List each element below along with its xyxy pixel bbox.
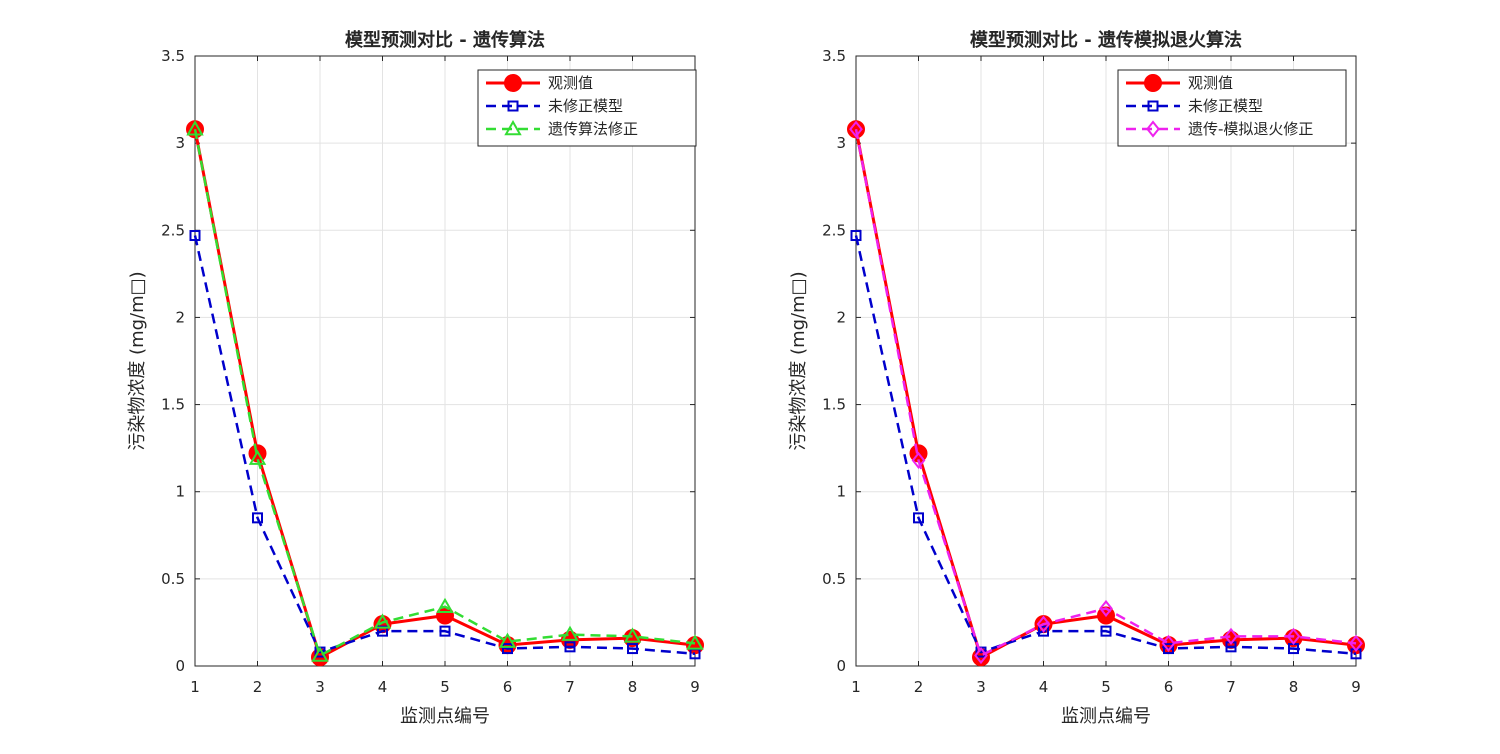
data-point bbox=[913, 512, 924, 524]
y-axis-label: 污染物浓度 (mg/m□) bbox=[127, 271, 148, 450]
y-tick-label: 3 bbox=[175, 134, 185, 152]
legend-marker bbox=[1147, 100, 1159, 112]
data-point bbox=[189, 230, 201, 242]
data-point bbox=[1163, 643, 1174, 655]
data-point bbox=[1224, 627, 1238, 645]
data-point bbox=[1286, 627, 1301, 645]
y-tick-label: 2 bbox=[836, 308, 846, 326]
data-point bbox=[186, 120, 204, 136]
y-tick-label: 0 bbox=[836, 657, 846, 675]
x-axis-label: 监测点编号 bbox=[1061, 706, 1151, 727]
x-tick-label: 7 bbox=[1226, 678, 1236, 696]
x-tick-label: 1 bbox=[190, 678, 200, 696]
chart-panel-1: 1 2 3 4 5 6 7 8 9 0 0.5 1 1.5 2 2.5 3 3.5 模型预测对比 - 遗传算法监测… bbox=[127, 29, 704, 727]
data-point bbox=[1036, 615, 1051, 633]
y-tick-label: 0 bbox=[175, 657, 185, 675]
data-point bbox=[252, 512, 263, 524]
series-2 bbox=[850, 230, 1362, 660]
y-tick-label: 3 bbox=[836, 134, 846, 152]
data-point bbox=[849, 120, 863, 138]
y-tick-label: 1 bbox=[836, 483, 846, 501]
x-tick-label: 1 bbox=[851, 678, 861, 696]
x-tick-label: 2 bbox=[253, 678, 263, 696]
y-tick-label: 1 bbox=[175, 483, 185, 501]
y-axis-label: 污染物浓度 (mg/m□) bbox=[788, 271, 809, 450]
series-line bbox=[854, 235, 1357, 656]
y-tick-label: 1.5 bbox=[822, 396, 846, 414]
y-tick-label: 3.5 bbox=[161, 47, 185, 65]
chart-panel-2: 1 2 3 4 5 6 7 8 9 0 0.5 1 1.5 2 2.5 3 3.5 模型预测对比 - 遗传模拟退火… bbox=[788, 29, 1365, 727]
data-point bbox=[1099, 599, 1113, 618]
x-tick-label: 2 bbox=[914, 678, 924, 696]
data-point bbox=[1349, 634, 1363, 652]
y-tick-label: 0.5 bbox=[161, 570, 185, 588]
x-tick-label: 7 bbox=[565, 678, 575, 696]
data-point bbox=[248, 449, 267, 465]
data-point bbox=[498, 632, 517, 648]
data-point bbox=[436, 597, 454, 613]
legend-label: 遗传-模拟退火修正 bbox=[1188, 120, 1313, 138]
x-tick-label: 3 bbox=[976, 678, 986, 696]
x-tick-label: 6 bbox=[1164, 678, 1174, 696]
x-axis-label: 监测点编号 bbox=[400, 706, 490, 727]
data-point bbox=[439, 625, 451, 637]
series-line bbox=[193, 128, 696, 657]
chart-title: 模型预测对比 - 遗传模拟退火算法 bbox=[970, 29, 1242, 51]
series-3 bbox=[186, 120, 704, 662]
y-tick-label: 2 bbox=[175, 308, 185, 326]
data-point bbox=[1161, 634, 1176, 652]
data-point bbox=[974, 646, 988, 665]
legend-label: 遗传算法修正 bbox=[548, 120, 638, 138]
data-point bbox=[502, 643, 513, 655]
legend-label: 未修正模型 bbox=[548, 97, 623, 115]
x-tick-label: 4 bbox=[378, 678, 388, 696]
series-3 bbox=[849, 120, 1363, 665]
data-point bbox=[1038, 625, 1049, 637]
x-tick-label: 6 bbox=[503, 678, 513, 696]
legend-label: 观测值 bbox=[1188, 74, 1233, 92]
y-tick-label: 1.5 bbox=[161, 396, 185, 414]
data-point bbox=[850, 230, 862, 242]
data-point bbox=[377, 625, 388, 637]
data-point bbox=[911, 451, 926, 469]
legend-marker bbox=[1144, 74, 1162, 92]
data-point bbox=[623, 627, 642, 643]
y-tick-label: 0.5 bbox=[822, 570, 846, 588]
y-tick-label: 2.5 bbox=[161, 221, 185, 239]
data-point bbox=[561, 625, 579, 641]
x-tick-label: 9 bbox=[1351, 678, 1361, 696]
data-point bbox=[686, 634, 704, 650]
data-point bbox=[1100, 625, 1112, 637]
legend-marker bbox=[1146, 120, 1160, 138]
legend-marker bbox=[504, 74, 522, 92]
data-point bbox=[564, 641, 576, 653]
series-line bbox=[854, 128, 1357, 657]
x-tick-label: 9 bbox=[690, 678, 700, 696]
x-tick-label: 3 bbox=[315, 678, 325, 696]
legend-marker bbox=[507, 100, 519, 112]
data-point bbox=[311, 646, 329, 662]
chart-title: 模型预测对比 - 遗传算法 bbox=[345, 29, 545, 51]
y-tick-label: 3.5 bbox=[822, 47, 846, 65]
x-tick-label: 5 bbox=[440, 678, 450, 696]
data-point bbox=[373, 613, 392, 629]
x-tick-label: 4 bbox=[1039, 678, 1049, 696]
legend-marker bbox=[504, 119, 522, 136]
data-point bbox=[627, 643, 638, 655]
x-tick-label: 5 bbox=[1101, 678, 1111, 696]
legend-label: 观测值 bbox=[548, 74, 593, 92]
y-tick-label: 2.5 bbox=[822, 221, 846, 239]
legend-label: 未修正模型 bbox=[1188, 97, 1263, 115]
x-tick-label: 8 bbox=[1289, 678, 1299, 696]
x-tick-label: 8 bbox=[628, 678, 638, 696]
series-line bbox=[193, 235, 696, 656]
